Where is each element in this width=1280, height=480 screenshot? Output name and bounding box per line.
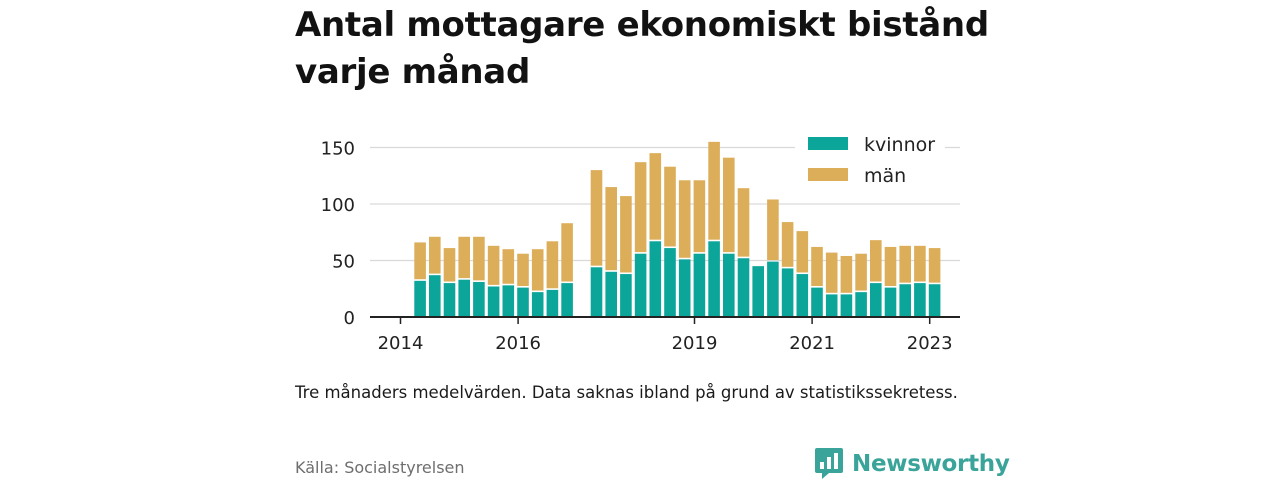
x-tick-label: 2019 <box>672 333 718 354</box>
axes: 0 50 100 150 2014 2016 2019 2021 2023 <box>321 139 960 354</box>
bar-man <box>664 166 676 247</box>
bar-kvinnor <box>928 284 941 317</box>
bars <box>414 141 941 317</box>
bar-kvinnor <box>693 253 706 317</box>
bar-kvinnor <box>752 266 764 317</box>
y-tick-label: 50 <box>332 252 355 273</box>
bar-kvinnor <box>487 286 500 317</box>
bar-man <box>649 153 662 240</box>
bar-man <box>708 141 720 240</box>
source-text: Källa: Socialstyrelsen <box>295 458 465 477</box>
bar-man <box>767 199 779 261</box>
x-tick-label: 2023 <box>907 333 953 354</box>
bar-kvinnor <box>840 294 853 317</box>
newsworthy-logo[interactable]: Newsworthy <box>814 447 1010 480</box>
bar-man <box>458 236 470 279</box>
bar-kvinnor <box>561 283 573 317</box>
bar-man <box>414 242 426 280</box>
bar-man <box>678 180 691 258</box>
bar-kvinnor <box>899 284 911 317</box>
bar-man <box>634 162 647 253</box>
page-title: Antal mottagare ekonomiskt bistånd varje… <box>295 5 989 92</box>
newsworthy-logo-icon <box>815 448 843 479</box>
x-tick-label: 2016 <box>495 333 541 354</box>
legend-label: kvinnor <box>864 134 935 156</box>
bar-man <box>781 222 794 267</box>
bar-kvinnor <box>458 279 470 317</box>
bar-man <box>517 253 529 287</box>
bar-man <box>429 236 441 274</box>
bar-man <box>811 246 823 287</box>
bar-kvinnor <box>678 259 691 317</box>
bar-man <box>487 245 500 285</box>
bar-man <box>723 157 735 253</box>
bar-kvinnor <box>664 248 676 317</box>
chart-note: Tre månaders medelvärden. Data saknas ib… <box>295 383 958 402</box>
legend-label: män <box>864 165 906 187</box>
legend: kvinnor män <box>795 126 945 196</box>
bar-kvinnor <box>811 287 823 317</box>
bar-kvinnor <box>649 241 662 317</box>
bar-man <box>546 241 559 289</box>
bar-man <box>825 252 838 293</box>
bar-kvinnor <box>737 258 750 317</box>
bar-kvinnor <box>429 275 441 317</box>
bar-kvinnor <box>620 274 632 317</box>
bar-man <box>737 188 750 257</box>
bar-man <box>693 180 706 253</box>
bar-man <box>899 245 911 283</box>
bar-man <box>855 253 867 291</box>
bar-man <box>884 246 897 287</box>
bar-kvinnor <box>517 287 529 317</box>
bar-man <box>928 248 941 283</box>
bar-man <box>531 249 544 291</box>
y-tick-label: 150 <box>321 139 355 160</box>
bar-kvinnor <box>531 292 544 317</box>
bar-kvinnor <box>502 285 515 317</box>
legend-swatch-man <box>808 168 848 181</box>
bar-kvinnor <box>825 294 838 317</box>
bar-man <box>796 231 809 273</box>
x-tick-label: 2021 <box>789 333 835 354</box>
bar-man <box>502 249 515 284</box>
bar-kvinnor <box>723 253 735 317</box>
bar-man <box>473 236 485 281</box>
bar-kvinnor <box>590 267 603 317</box>
bar-kvinnor <box>546 289 559 317</box>
bar-kvinnor <box>414 280 426 317</box>
bar-man <box>870 240 882 282</box>
bar-kvinnor <box>796 274 809 317</box>
bar-man <box>840 255 853 293</box>
bar-kvinnor <box>855 292 867 317</box>
brand-name: Newsworthy <box>852 450 1010 477</box>
bar-man <box>590 170 603 266</box>
x-tick-label: 2014 <box>378 333 424 354</box>
bar-kvinnor <box>781 268 794 317</box>
bar-kvinnor <box>605 271 617 317</box>
bar-kvinnor <box>443 283 456 317</box>
bar-man <box>561 223 573 282</box>
bar-man <box>914 245 926 282</box>
bar-kvinnor <box>914 283 926 317</box>
legend-swatch-kvinnor <box>808 137 848 150</box>
bar-kvinnor <box>884 287 897 317</box>
bar-kvinnor <box>870 283 882 317</box>
y-tick-label: 100 <box>321 195 355 216</box>
bar-kvinnor <box>634 253 647 317</box>
bar-man <box>620 196 632 273</box>
bar-kvinnor <box>767 261 779 317</box>
bar-man <box>605 187 617 271</box>
bar-kvinnor <box>473 281 485 317</box>
bar-kvinnor <box>708 241 720 317</box>
bar-man <box>443 248 456 282</box>
y-tick-label: 0 <box>344 308 355 329</box>
